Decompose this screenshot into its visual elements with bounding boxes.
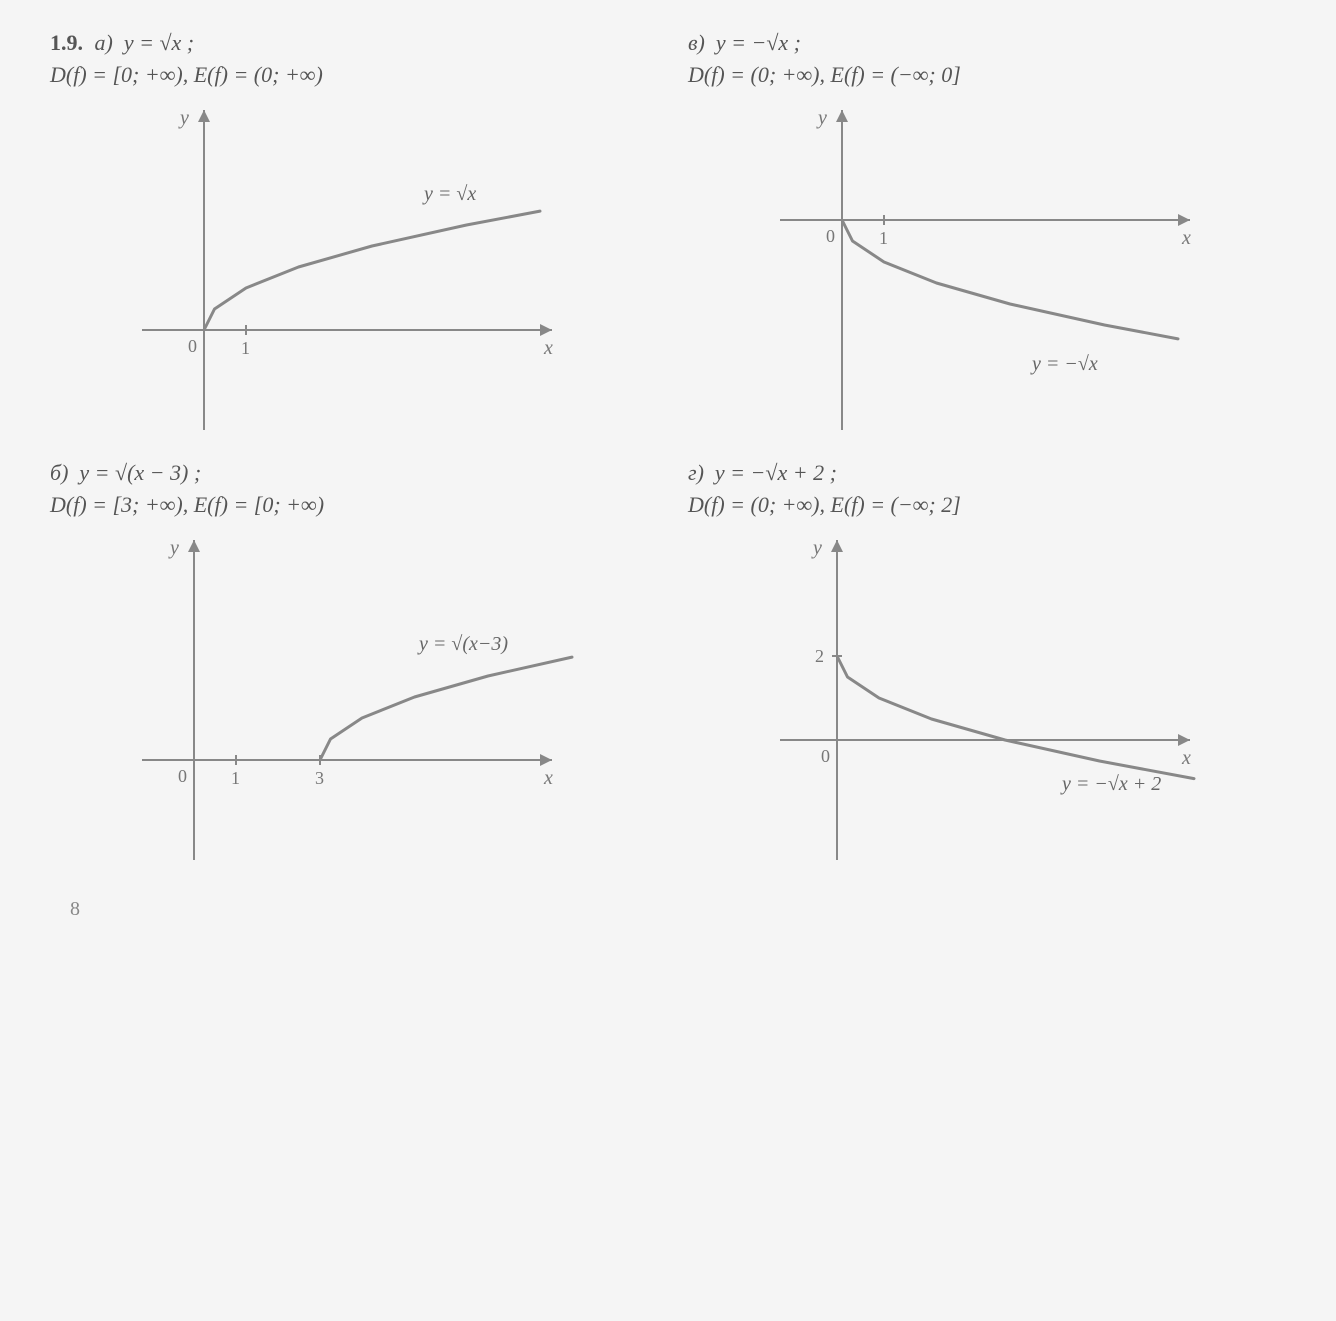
panel-b-header: б) y = √(x − 3) ; xyxy=(50,460,648,486)
svg-text:1: 1 xyxy=(879,228,888,248)
svg-text:1: 1 xyxy=(231,768,240,788)
svg-text:y: y xyxy=(178,107,189,129)
svg-text:x: x xyxy=(1181,747,1191,769)
panel-b: б) y = √(x − 3) ; D(f) = [3; +∞), E(f) =… xyxy=(50,460,648,870)
panel-g-header: г) y = −√x + 2 ; xyxy=(688,460,1286,486)
svg-text:3: 3 xyxy=(315,768,324,788)
chart-b-svg: 0 x y 1 3 y = √(x−3) xyxy=(50,530,648,870)
svg-text:y = √(x−3): y = √(x−3) xyxy=(417,633,508,655)
svg-text:y: y xyxy=(168,537,179,559)
panel-v-domain-range: D(f) = (0; +∞), E(f) = (−∞; 0] xyxy=(688,62,1286,88)
panel-b-domain-range: D(f) = [3; +∞), E(f) = [0; +∞) xyxy=(50,492,648,518)
svg-text:y = −√x + 2: y = −√x + 2 xyxy=(1060,773,1161,795)
panel-a: 1.9. а) y = √x ; D(f) = [0; +∞), E(f) = … xyxy=(50,30,648,440)
svg-text:x: x xyxy=(543,767,553,789)
svg-text:y: y xyxy=(811,537,822,559)
svg-text:0: 0 xyxy=(178,766,187,786)
panel-b-equation: y = √(x − 3) ; xyxy=(79,460,201,485)
svg-text:2: 2 xyxy=(815,646,824,666)
svg-text:0: 0 xyxy=(821,746,830,766)
svg-text:x: x xyxy=(1181,227,1191,249)
panel-a-domain-range: D(f) = [0; +∞), E(f) = (0; +∞) xyxy=(50,62,648,88)
panel-v-label: в) xyxy=(688,30,705,55)
svg-text:x: x xyxy=(543,337,553,359)
svg-text:y: y xyxy=(816,107,827,129)
panel-g-equation: y = −√x + 2 ; xyxy=(715,460,837,485)
svg-text:0: 0 xyxy=(188,336,197,356)
svg-text:y = √x: y = √x xyxy=(422,183,476,205)
svg-text:y = −√x: y = −√x xyxy=(1030,353,1098,375)
chart-a: 0 x y 1 y = √x xyxy=(50,100,648,440)
chart-v: 0 x y 1 y = −√x xyxy=(688,100,1286,440)
chart-g: 0 x y 2 y = −√x + 2 xyxy=(688,530,1286,870)
panel-a-equation: y = √x ; xyxy=(124,30,194,55)
panel-a-header: 1.9. а) y = √x ; xyxy=(50,30,648,56)
panel-a-label: а) xyxy=(95,30,113,55)
panel-v-equation: y = −√x ; xyxy=(716,30,801,55)
page-number: 8 xyxy=(50,898,1286,921)
panel-v: в) y = −√x ; D(f) = (0; +∞), E(f) = (−∞;… xyxy=(688,30,1286,440)
chart-b: 0 x y 1 3 y = √(x−3) xyxy=(50,530,648,870)
svg-text:1: 1 xyxy=(241,338,250,358)
panel-v-header: в) y = −√x ; xyxy=(688,30,1286,56)
panel-b-label: б) xyxy=(50,460,68,485)
problem-number: 1.9. xyxy=(50,30,83,55)
panel-g-label: г) xyxy=(688,460,704,485)
solution-page: 1.9. а) y = √x ; D(f) = [0; +∞), E(f) = … xyxy=(50,30,1286,870)
svg-text:0: 0 xyxy=(826,226,835,246)
chart-v-svg: 0 x y 1 y = −√x xyxy=(688,100,1286,440)
chart-a-svg: 0 x y 1 y = √x xyxy=(50,100,648,440)
panel-g: г) y = −√x + 2 ; D(f) = (0; +∞), E(f) = … xyxy=(688,460,1286,870)
chart-g-svg: 0 x y 2 y = −√x + 2 xyxy=(688,530,1286,870)
panel-g-domain-range: D(f) = (0; +∞), E(f) = (−∞; 2] xyxy=(688,492,1286,518)
